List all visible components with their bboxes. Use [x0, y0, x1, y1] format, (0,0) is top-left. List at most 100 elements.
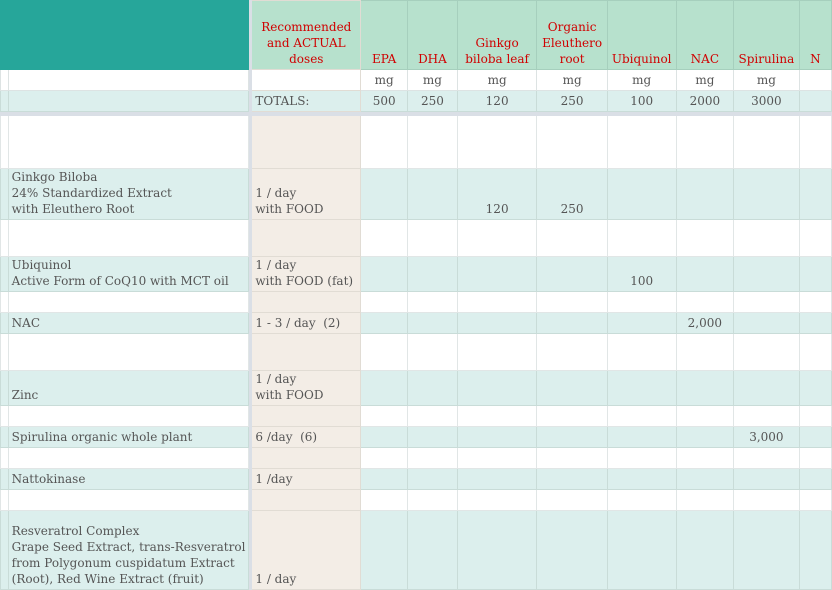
dose-cell[interactable]: 1 / day: [251, 510, 362, 590]
amount-cell[interactable]: [360, 291, 409, 313]
unit-cell[interactable]: mg: [536, 69, 608, 91]
unit-cell[interactable]: mg: [360, 69, 409, 91]
amount-cell[interactable]: [360, 312, 409, 334]
column-header[interactable]: Organic Eleuthero root: [536, 0, 608, 70]
dose-cell[interactable]: 1 / day with FOOD: [251, 168, 362, 220]
amount-cell[interactable]: 3,000: [733, 426, 800, 448]
amount-cell[interactable]: [456, 426, 538, 448]
row-header-cell[interactable]: [0, 115, 9, 169]
amount-cell[interactable]: [606, 219, 677, 257]
amount-cell[interactable]: [456, 333, 538, 371]
dose-cell[interactable]: 1 /day: [251, 468, 362, 490]
amount-cell[interactable]: [536, 489, 608, 511]
amount-cell[interactable]: [798, 510, 832, 590]
amount-cell[interactable]: [798, 333, 832, 371]
amount-cell[interactable]: [675, 219, 735, 257]
amount-cell[interactable]: [606, 405, 677, 427]
amount-cell[interactable]: [407, 510, 458, 590]
amount-cell[interactable]: [733, 405, 800, 427]
amount-cell[interactable]: [536, 468, 608, 490]
column-header[interactable]: Spirulina: [733, 0, 800, 70]
amount-cell[interactable]: [798, 370, 832, 406]
amount-cell[interactable]: [407, 405, 458, 427]
total-cell[interactable]: 250: [407, 90, 458, 112]
amount-cell[interactable]: [675, 489, 735, 511]
amount-cell[interactable]: [407, 115, 458, 169]
supplement-name-cell[interactable]: Nattokinase: [7, 468, 250, 490]
supplement-name-cell[interactable]: Ginkgo Biloba 24% Standardized Extract w…: [7, 168, 250, 220]
amount-cell[interactable]: [798, 291, 832, 313]
amount-cell[interactable]: [733, 447, 800, 469]
row-header-cell[interactable]: [0, 405, 9, 427]
row-header-cell[interactable]: [0, 426, 9, 448]
amount-cell[interactable]: [456, 219, 538, 257]
dose-cell[interactable]: [251, 291, 362, 313]
amount-cell[interactable]: [675, 447, 735, 469]
amount-cell[interactable]: [733, 333, 800, 371]
supplement-name-cell[interactable]: Spirulina organic whole plant: [7, 426, 250, 448]
amount-cell[interactable]: [456, 447, 538, 469]
supplement-name-cell[interactable]: [7, 447, 250, 469]
amount-cell[interactable]: [360, 168, 409, 220]
total-cell[interactable]: 2000: [675, 90, 735, 112]
unit-cell[interactable]: mg: [733, 69, 800, 91]
amount-cell[interactable]: [407, 489, 458, 511]
amount-cell[interactable]: [536, 426, 608, 448]
amount-cell[interactable]: [733, 370, 800, 406]
amount-cell[interactable]: [606, 115, 677, 169]
amount-cell[interactable]: [456, 115, 538, 169]
dose-cell[interactable]: 6 /day (6): [251, 426, 362, 448]
column-header[interactable]: Ubiquinol: [606, 0, 677, 70]
name-cell[interactable]: [7, 90, 250, 112]
row-header-cell[interactable]: [0, 312, 9, 334]
amount-cell[interactable]: [360, 426, 409, 448]
amount-cell[interactable]: [536, 447, 608, 469]
dose-cell[interactable]: [251, 69, 362, 91]
supplement-name-cell[interactable]: [7, 333, 250, 371]
total-cell[interactable]: 3000: [733, 90, 800, 112]
amount-cell[interactable]: [733, 489, 800, 511]
amount-cell[interactable]: [456, 510, 538, 590]
amount-cell[interactable]: [536, 405, 608, 427]
frozen-row-divider[interactable]: [0, 111, 832, 116]
dose-cell[interactable]: 1 - 3 / day (2): [251, 312, 362, 334]
amount-cell[interactable]: [456, 291, 538, 313]
amount-cell[interactable]: [360, 405, 409, 427]
amount-cell[interactable]: [407, 370, 458, 406]
dose-cell[interactable]: 1 / day with FOOD (fat): [251, 256, 362, 292]
amount-cell[interactable]: [360, 219, 409, 257]
row-header-cell[interactable]: [0, 256, 9, 292]
unit-cell[interactable]: mg: [606, 69, 677, 91]
row-header-cell[interactable]: [0, 0, 9, 70]
row-header-cell[interactable]: [0, 69, 9, 91]
amount-cell[interactable]: [360, 468, 409, 490]
row-header-cell[interactable]: [0, 468, 9, 490]
row-header-cell[interactable]: [0, 510, 9, 590]
amount-cell[interactable]: [407, 256, 458, 292]
amount-cell[interactable]: 120: [456, 168, 538, 220]
amount-cell[interactable]: [606, 168, 677, 220]
row-header-cell[interactable]: [0, 90, 9, 112]
amount-cell[interactable]: [360, 115, 409, 169]
amount-cell[interactable]: [360, 370, 409, 406]
amount-cell[interactable]: [733, 168, 800, 220]
amount-cell[interactable]: [606, 312, 677, 334]
unit-cell[interactable]: mg: [456, 69, 538, 91]
supplement-name-cell[interactable]: [7, 405, 250, 427]
amount-cell[interactable]: [798, 312, 832, 334]
amount-cell[interactable]: [360, 489, 409, 511]
dose-cell[interactable]: [251, 405, 362, 427]
dose-cell[interactable]: [251, 333, 362, 371]
amount-cell[interactable]: [675, 426, 735, 448]
row-header-cell[interactable]: [0, 370, 9, 406]
amount-cell[interactable]: [606, 489, 677, 511]
amount-cell[interactable]: [733, 115, 800, 169]
totals-label[interactable]: TOTALS:: [251, 90, 362, 112]
amount-cell[interactable]: [798, 489, 832, 511]
amount-cell[interactable]: [407, 333, 458, 371]
amount-cell[interactable]: [675, 405, 735, 427]
amount-cell[interactable]: [536, 291, 608, 313]
amount-cell[interactable]: [733, 468, 800, 490]
amount-cell[interactable]: [407, 219, 458, 257]
row-header-cell[interactable]: [0, 489, 9, 511]
